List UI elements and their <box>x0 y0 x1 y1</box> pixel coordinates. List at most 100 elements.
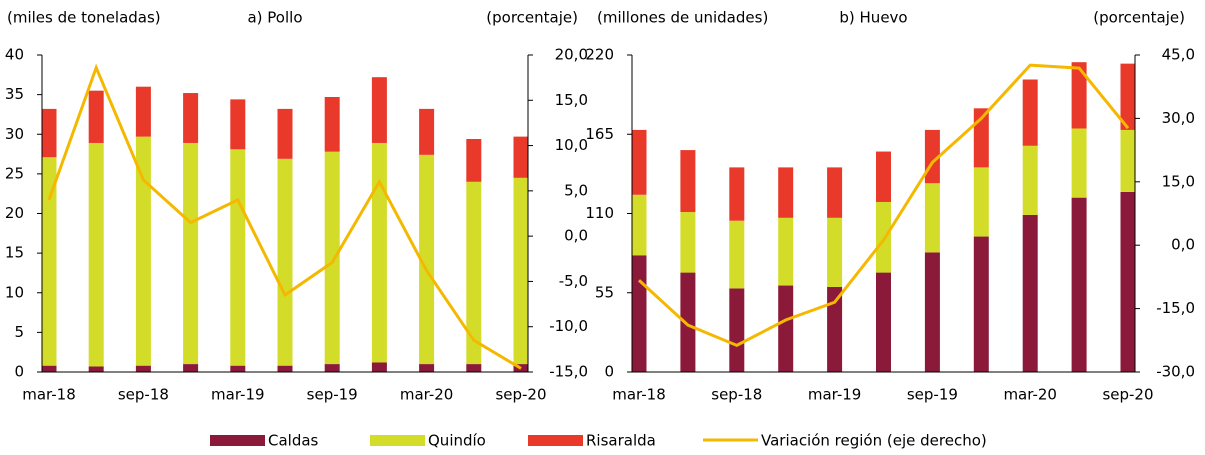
bar-segment <box>924 252 940 372</box>
x-tick-label: mar-18 <box>22 386 76 404</box>
bar-segment <box>513 136 529 178</box>
bar-segment <box>1022 145 1038 215</box>
bar-segment <box>230 149 246 366</box>
y2-tick-label: 45,0 <box>1162 46 1195 64</box>
bar-segment <box>277 108 293 159</box>
bar-segment <box>973 236 989 372</box>
bar-segment <box>680 272 696 372</box>
y2-tick-label: 15,0 <box>555 91 588 109</box>
bar-segment <box>1071 62 1087 129</box>
bar-segment <box>88 142 104 367</box>
bar-segment <box>729 167 745 221</box>
y2-tick-label: 0,0 <box>564 227 588 245</box>
y-tick-label: 35 <box>5 85 24 103</box>
bar-segment <box>183 142 199 365</box>
bar-segment <box>631 255 647 372</box>
bar-segment <box>1022 214 1038 372</box>
bar-segment <box>88 90 104 143</box>
y-tick-label: 0 <box>14 363 24 381</box>
bar-segment <box>778 217 794 286</box>
x-tick-label: mar-18 <box>612 386 666 404</box>
x-tick-label: sep-18 <box>711 386 762 404</box>
bar-segment <box>1120 191 1136 372</box>
bar-segment <box>631 129 647 195</box>
line <box>637 63 1130 348</box>
bar-segment <box>183 364 199 372</box>
y2-axis-label: (porcentaje) <box>486 9 578 27</box>
bar-segment <box>371 362 387 372</box>
bar-segment <box>680 212 696 273</box>
bar-segment <box>876 201 891 273</box>
y2-axis-label: (porcentaje) <box>1093 9 1185 27</box>
x-tick-label: mar-19 <box>211 386 265 404</box>
bar-segment <box>419 364 435 372</box>
bar-segment <box>631 194 647 256</box>
bar-segment <box>924 183 940 253</box>
y-tick-label: 40 <box>5 46 24 64</box>
legend-label: Variación región (eje derecho) <box>761 432 987 450</box>
bar-segment <box>88 366 104 372</box>
bar-segment <box>827 217 843 287</box>
bar-segment <box>876 151 891 202</box>
line <box>47 63 522 370</box>
y-tick-label: 165 <box>585 125 614 143</box>
y-tick-label: 110 <box>585 204 614 222</box>
bar-segment <box>230 99 246 150</box>
y-tick-label: 20 <box>5 204 24 222</box>
y2-tick-label: -15,0 <box>1156 299 1195 317</box>
bar-segment <box>729 220 745 289</box>
bar-segment <box>729 288 745 372</box>
legend-swatch <box>528 435 583 446</box>
bar-segment <box>1120 63 1136 130</box>
bar-segment <box>778 167 794 218</box>
bar-segment <box>827 167 843 218</box>
y-tick-label: 10 <box>5 283 24 301</box>
bar-segment <box>324 364 340 372</box>
x-tick-label: sep-18 <box>118 386 169 404</box>
bar-segment <box>183 93 199 143</box>
bar-segment <box>419 108 435 155</box>
y-tick-label: 55 <box>595 283 614 301</box>
bar-segment <box>680 150 696 213</box>
legend-label: Risaralda <box>586 432 656 450</box>
bar-segment <box>466 364 482 372</box>
y-axis-label: (millones de unidades) <box>597 9 768 27</box>
chart-title: b) Huevo <box>839 9 907 27</box>
bar-segment <box>371 77 387 143</box>
bar-segment <box>1071 128 1087 198</box>
bar-segment <box>419 154 435 365</box>
bar-segment <box>513 177 529 365</box>
x-tick-label: mar-20 <box>1003 386 1057 404</box>
x-tick-label: sep-19 <box>307 386 358 404</box>
bar-segment <box>41 157 57 366</box>
bar-segment <box>230 365 246 372</box>
x-tick-label: mar-19 <box>808 386 862 404</box>
y2-tick-label: 10,0 <box>555 136 588 154</box>
bar-segment <box>778 285 794 372</box>
legend-label: Caldas <box>268 432 319 450</box>
bar-segment <box>1022 79 1038 146</box>
x-tick-label: mar-20 <box>400 386 454 404</box>
bar-segment <box>41 108 57 158</box>
bar-segment <box>277 365 293 372</box>
bar-segment <box>466 181 482 365</box>
bar-segment <box>1071 197 1087 372</box>
bar-segment <box>466 139 482 182</box>
y-tick-label: 30 <box>5 125 24 143</box>
y2-tick-label: 15,0 <box>1162 172 1195 190</box>
legend-swatch <box>210 435 265 446</box>
bar-segment <box>371 142 387 363</box>
bar-segment <box>135 365 151 372</box>
bar-segment <box>277 158 293 366</box>
y-tick-label: 0 <box>604 363 614 381</box>
y2-tick-label: -15,0 <box>549 363 588 381</box>
bar-segment <box>876 272 891 372</box>
y-tick-label: 220 <box>585 46 614 64</box>
y-axis-label: (miles de toneladas) <box>7 9 161 27</box>
bar-segment <box>973 167 989 237</box>
legend-swatch <box>370 435 425 446</box>
y2-tick-label: -30,0 <box>1156 363 1195 381</box>
bar-segment <box>324 151 340 365</box>
y-tick-label: 5 <box>14 323 24 341</box>
